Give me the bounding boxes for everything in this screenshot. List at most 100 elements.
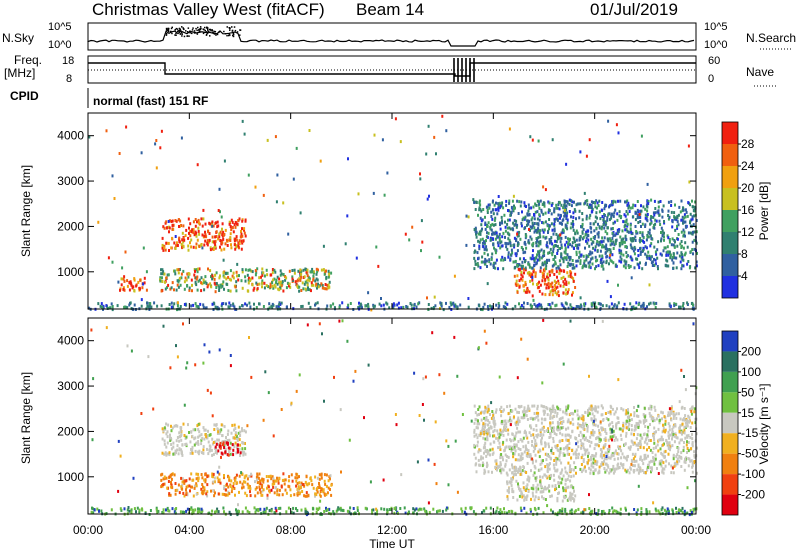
heatmap-cell	[684, 414, 687, 418]
heatmap-cell	[639, 469, 642, 473]
heatmap-cell	[396, 303, 399, 307]
heatmap-cell	[300, 270, 303, 274]
heatmap-cell	[166, 273, 169, 277]
heatmap-cell	[176, 308, 178, 312]
heatmap-cell	[185, 278, 188, 282]
heatmap-cell	[427, 124, 430, 128]
heatmap-cell	[219, 245, 221, 249]
heatmap-cell	[630, 458, 633, 462]
heatmap-cell	[216, 438, 219, 442]
heatmap-cell	[639, 433, 642, 437]
heatmap-cell	[189, 489, 191, 493]
heatmap-cell	[241, 429, 244, 433]
heatmap-cell	[510, 419, 513, 423]
heatmap-cell	[478, 208, 481, 212]
heatmap-cell	[137, 280, 140, 284]
heatmap-cell	[676, 460, 679, 464]
heatmap-cell	[214, 235, 217, 239]
heatmap-cell	[564, 250, 567, 254]
heatmap-cell	[554, 444, 557, 448]
heatmap-cell	[232, 485, 235, 489]
heatmap-cell	[593, 229, 596, 233]
heatmap-cell	[655, 219, 658, 223]
heatmap-cell	[276, 493, 279, 497]
heatmap-cell	[646, 435, 649, 439]
heatmap-cell	[507, 237, 510, 241]
heatmap-cell	[618, 447, 621, 451]
heatmap-cell	[288, 269, 291, 273]
heatmap-cell	[197, 267, 200, 271]
heatmap-cell	[538, 448, 541, 452]
heatmap-cell	[179, 283, 182, 287]
heatmap-cell	[176, 304, 179, 308]
heatmap-cell	[517, 242, 520, 246]
heatmap-cell	[105, 304, 108, 308]
heatmap-cell	[289, 488, 292, 492]
heatmap-cell	[596, 240, 599, 243]
heatmap-cell	[163, 426, 166, 430]
heatmap-cell	[243, 132, 246, 136]
heatmap-cell	[486, 231, 488, 235]
heatmap-cell	[617, 457, 620, 461]
heatmap-cell	[581, 453, 584, 457]
heatmap-cell	[493, 440, 496, 444]
heatmap-cell	[559, 284, 562, 288]
heatmap-cell	[506, 489, 509, 493]
heatmap-cell	[234, 285, 237, 289]
heatmap-cell	[571, 449, 574, 452]
heatmap-cell	[328, 475, 331, 479]
heatmap-cell	[534, 466, 537, 470]
heatmap-cell	[667, 236, 670, 240]
heatmap-cell	[324, 283, 327, 286]
heatmap-cell	[622, 466, 625, 470]
heatmap-cell	[557, 294, 560, 298]
heatmap-cell	[321, 489, 324, 493]
heatmap-cell	[303, 275, 306, 279]
heatmap-cell	[475, 470, 478, 474]
heatmap-cell	[658, 421, 661, 425]
heatmap-cell	[359, 302, 362, 306]
heatmap-cell	[213, 245, 216, 249]
heatmap-cell	[671, 427, 674, 431]
heatmap-cell	[654, 258, 657, 262]
heatmap-cell	[658, 460, 661, 464]
heatmap-cell	[537, 496, 540, 500]
heatmap-cell	[603, 467, 606, 470]
heatmap-cell	[202, 281, 205, 285]
heatmap-cell	[537, 250, 540, 254]
heatmap-cell	[539, 235, 542, 239]
heatmap-cell	[202, 217, 205, 221]
heatmap-cell	[614, 449, 617, 453]
heatmap-cell	[327, 283, 330, 287]
heatmap-cell	[196, 441, 199, 445]
heatmap-cell	[221, 241, 224, 245]
heatmap-cell	[355, 256, 358, 260]
heatmap-cell	[507, 242, 510, 246]
heatmap-cell	[682, 228, 685, 232]
heatmap-cell	[548, 293, 551, 297]
heatmap-cell	[661, 229, 664, 233]
heatmap-cell	[487, 231, 490, 235]
heatmap-cell	[579, 296, 582, 300]
heatmap-cell	[633, 464, 636, 468]
heatmap-cell	[518, 458, 521, 462]
heatmap-cell	[512, 194, 515, 198]
heatmap-cell	[622, 421, 625, 425]
heatmap-cell	[647, 429, 650, 433]
heatmap-cell	[286, 281, 289, 285]
heatmap-cell	[279, 283, 282, 287]
heatmap-cell	[536, 210, 539, 214]
heatmap-cell	[307, 494, 310, 498]
heatmap-cell	[178, 278, 181, 282]
heatmap-cell	[578, 243, 581, 247]
heatmap-cell	[235, 434, 238, 438]
heatmap-cell	[515, 469, 517, 473]
heatmap-cell	[234, 247, 237, 251]
heatmap-cell	[512, 243, 515, 247]
heatmap-cell	[623, 259, 626, 263]
heatmap-cell	[502, 231, 505, 235]
heatmap-cell	[550, 212, 553, 216]
heatmap-cell	[555, 303, 558, 307]
heatmap-cell	[516, 199, 519, 203]
